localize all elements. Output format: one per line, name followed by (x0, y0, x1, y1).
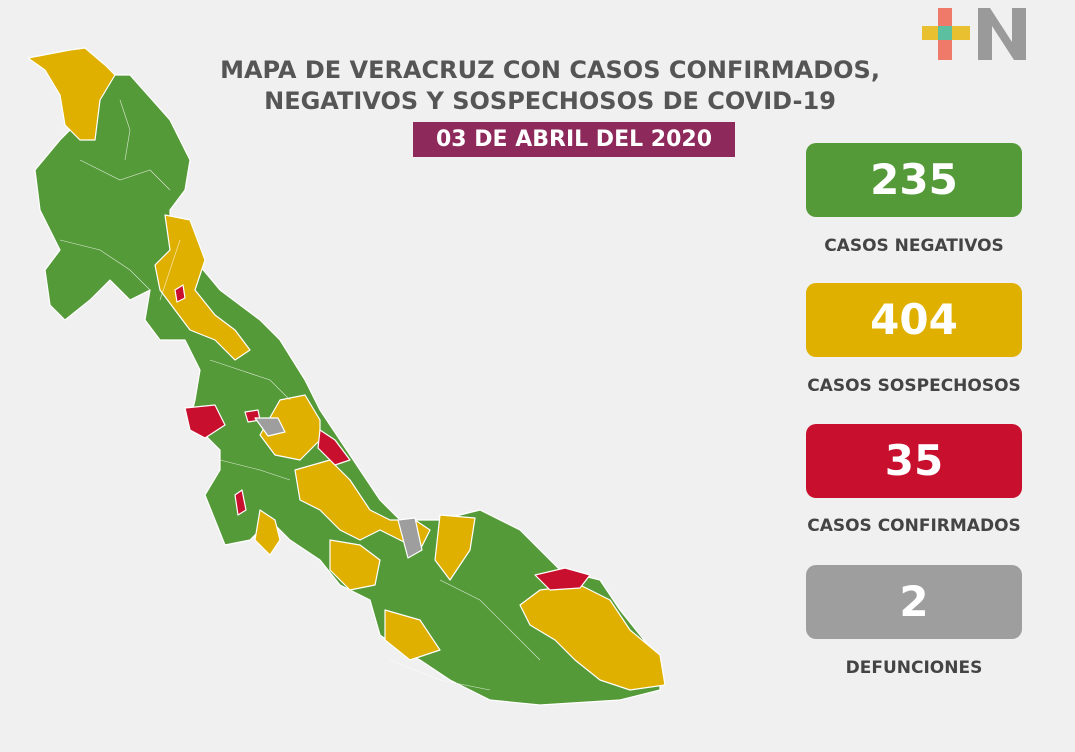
deaths-box: 2 (806, 565, 1022, 639)
map-region-confirmed-5 (234, 489, 247, 516)
map-region-suspected-south-1 (384, 609, 441, 661)
date-banner: 03 DE ABRIL DEL 2020 (413, 122, 735, 157)
negative-cases-box: 235 (806, 143, 1022, 217)
map-region-confirmed-2 (317, 429, 351, 466)
negative-cases-label: CASOS NEGATIVOS (824, 236, 1004, 256)
map-region-suspected-coast-2 (259, 394, 321, 461)
veracruz-map (27, 47, 666, 706)
title-line-2: NEGATIVOS Y SOSPECHOSOS DE COVID-19 (264, 87, 836, 115)
logo-n-letter (978, 8, 1026, 60)
map-region-death-2 (397, 517, 423, 559)
map-region-suspected-west (254, 509, 281, 556)
map-region-suspected-center (329, 539, 381, 591)
deaths-label: DEFUNCIONES (845, 658, 983, 678)
map-region-suspected-southeast (519, 584, 666, 691)
page-title: MAPA DE VERACRUZ CON CASOS CONFIRMADOS, … (200, 55, 900, 117)
title-line-1: MAPA DE VERACRUZ CON CASOS CONFIRMADOS, (220, 56, 880, 84)
map-region-suspected-north (27, 47, 116, 141)
suspected-cases-box: 404 (806, 283, 1022, 357)
map-region-confirmed-3 (534, 567, 591, 591)
plus-n-logo (922, 8, 1026, 60)
map-region-confirmed-4 (174, 284, 186, 303)
logo-plus-center (938, 26, 952, 40)
suspected-cases-label: CASOS SOSPECHOSOS (807, 376, 1021, 396)
map-municipal-borders (59, 99, 541, 691)
map-region-death-1 (254, 417, 286, 437)
map-region-suspected-coast-1 (154, 214, 251, 361)
confirmed-cases-label: CASOS CONFIRMADOS (807, 516, 1021, 536)
map-region-negative (34, 74, 661, 706)
map-region-suspected-south-2 (434, 514, 476, 581)
confirmed-cases-box: 35 (806, 424, 1022, 498)
map-region-confirmed-1 (184, 404, 226, 439)
